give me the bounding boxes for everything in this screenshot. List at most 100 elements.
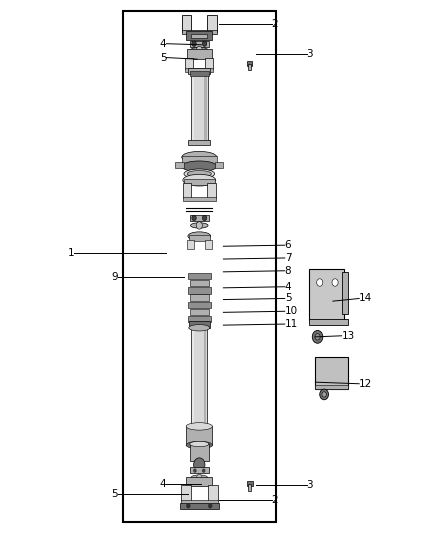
Bar: [190, 294, 209, 301]
Circle shape: [208, 503, 212, 508]
Bar: [207, 15, 217, 32]
Bar: [187, 49, 212, 59]
Bar: [182, 156, 217, 166]
Circle shape: [202, 215, 207, 221]
Circle shape: [197, 474, 202, 481]
Bar: [215, 162, 223, 168]
Bar: [204, 325, 206, 429]
Circle shape: [194, 458, 205, 472]
Bar: [207, 183, 216, 198]
Circle shape: [192, 41, 196, 46]
Text: 2: 2: [272, 19, 278, 29]
Circle shape: [322, 392, 326, 397]
Bar: [188, 316, 211, 322]
Circle shape: [317, 279, 323, 286]
Bar: [191, 72, 208, 144]
Text: 5: 5: [112, 489, 118, 498]
Text: 6: 6: [285, 240, 291, 250]
Ellipse shape: [189, 325, 210, 331]
Bar: [192, 72, 194, 144]
Circle shape: [312, 330, 323, 343]
Bar: [248, 64, 251, 70]
Ellipse shape: [184, 169, 215, 179]
Ellipse shape: [191, 223, 208, 228]
Bar: [183, 183, 191, 198]
Circle shape: [202, 469, 205, 473]
Bar: [190, 215, 209, 221]
Bar: [189, 235, 210, 241]
Bar: [205, 240, 212, 249]
Ellipse shape: [188, 232, 211, 240]
Text: 14: 14: [359, 294, 372, 303]
Bar: [309, 319, 348, 325]
Bar: [190, 309, 209, 315]
Text: 13: 13: [342, 331, 355, 341]
Circle shape: [332, 279, 338, 286]
Bar: [188, 68, 210, 74]
Circle shape: [196, 46, 202, 54]
Ellipse shape: [191, 47, 208, 53]
Ellipse shape: [182, 161, 217, 172]
Bar: [190, 444, 209, 461]
Text: 11: 11: [285, 319, 298, 329]
Bar: [186, 426, 212, 445]
Bar: [183, 197, 216, 201]
Bar: [123, 11, 276, 522]
Text: 2: 2: [272, 495, 278, 505]
Bar: [247, 481, 253, 486]
Bar: [342, 272, 348, 314]
Ellipse shape: [182, 151, 217, 163]
Bar: [315, 357, 348, 389]
Circle shape: [186, 503, 191, 508]
Bar: [208, 485, 218, 501]
Text: 4: 4: [160, 479, 166, 489]
Text: 5: 5: [285, 294, 291, 303]
Bar: [188, 140, 210, 145]
Text: 4: 4: [285, 282, 291, 292]
Bar: [189, 321, 210, 328]
Bar: [315, 385, 348, 389]
Bar: [187, 240, 194, 249]
Bar: [190, 467, 209, 473]
Bar: [188, 287, 211, 294]
Ellipse shape: [186, 423, 212, 430]
Bar: [181, 500, 218, 504]
Text: 8: 8: [285, 266, 291, 276]
Bar: [175, 162, 184, 168]
Bar: [191, 325, 207, 429]
Bar: [192, 325, 194, 429]
Text: 7: 7: [285, 253, 291, 263]
Circle shape: [315, 334, 320, 340]
Bar: [248, 484, 251, 491]
Text: 4: 4: [160, 39, 166, 49]
Bar: [190, 71, 209, 76]
Bar: [181, 485, 191, 501]
Bar: [247, 61, 252, 66]
Ellipse shape: [183, 174, 216, 186]
Bar: [182, 30, 217, 34]
Text: 1: 1: [68, 248, 74, 258]
Circle shape: [202, 41, 207, 46]
Ellipse shape: [191, 475, 208, 480]
Text: 3: 3: [307, 480, 313, 490]
Text: 5: 5: [160, 53, 166, 62]
Bar: [182, 15, 191, 32]
Bar: [190, 41, 209, 47]
Ellipse shape: [187, 171, 211, 177]
Text: 9: 9: [112, 272, 118, 282]
Circle shape: [196, 222, 202, 229]
Bar: [188, 273, 211, 279]
Ellipse shape: [186, 441, 212, 449]
Bar: [184, 179, 215, 185]
Circle shape: [320, 389, 328, 400]
Bar: [309, 269, 344, 320]
Ellipse shape: [190, 441, 209, 447]
Circle shape: [192, 215, 196, 221]
Bar: [205, 58, 213, 69]
Bar: [180, 503, 219, 509]
Text: 10: 10: [285, 306, 298, 316]
Bar: [190, 280, 209, 286]
Text: 12: 12: [359, 379, 372, 389]
Bar: [204, 72, 207, 144]
Bar: [185, 68, 213, 72]
